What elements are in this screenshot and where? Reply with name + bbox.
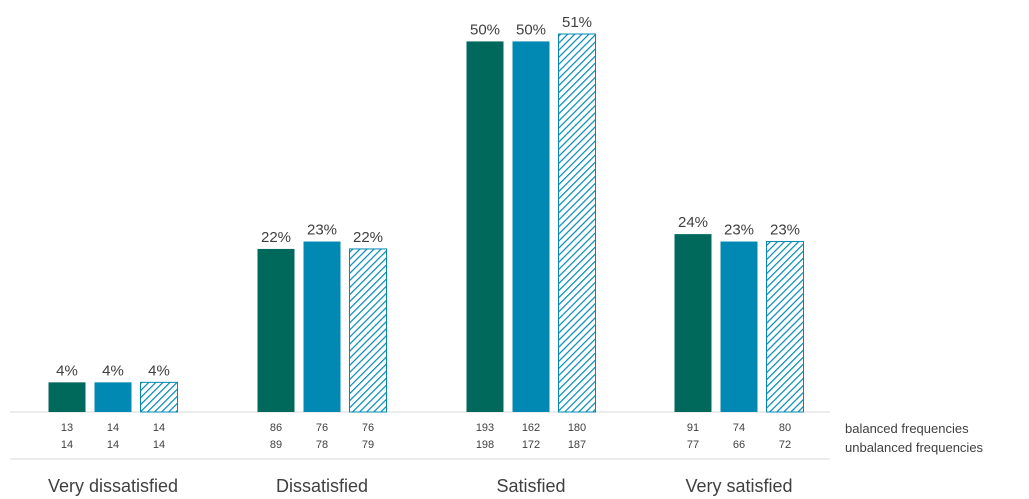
bar-dissatisfied-1: [257, 248, 295, 412]
unbalanced-frequency-value: 14: [153, 439, 165, 451]
data-label: 4%: [148, 362, 170, 379]
unbalanced-frequency-value: 78: [316, 439, 328, 451]
data-label: 4%: [102, 362, 124, 379]
balanced-frequency-value: 193: [476, 422, 494, 434]
unbalanced-frequency-value: 14: [61, 439, 73, 451]
data-label: 51%: [562, 14, 592, 31]
balanced-frequency-value: 80: [779, 422, 791, 434]
bar-satisfied-3: [558, 33, 596, 413]
unbalanced-frequency-value: 66: [733, 439, 745, 451]
balanced-frequency-value: 14: [107, 422, 119, 434]
unbalanced-frequency-value: 14: [107, 439, 119, 451]
data-label: 23%: [724, 222, 754, 239]
data-label: 23%: [307, 222, 337, 239]
unbalanced-frequency-value: 89: [270, 439, 282, 451]
balanced-frequency-value: 91: [687, 422, 699, 434]
balanced-frequency-value: 86: [270, 422, 282, 434]
bar-satisfied-2: [512, 41, 550, 412]
category-label: Very dissatisfied: [48, 476, 178, 496]
data-label: 22%: [353, 229, 383, 246]
bar-very-dissatisfied-1: [48, 382, 86, 412]
category-label: Very satisfied: [685, 476, 792, 496]
balanced-frequency-value: 74: [733, 422, 745, 434]
data-label: 22%: [261, 229, 291, 246]
balanced-frequency-value: 13: [61, 422, 73, 434]
data-label: 4%: [56, 362, 78, 379]
unbalanced-frequency-value: 72: [779, 439, 791, 451]
data-label: 50%: [516, 21, 546, 38]
bar-very-satisfied-2: [720, 241, 758, 412]
category-label: Satisfied: [496, 476, 565, 496]
balanced-frequency-value: 76: [362, 422, 374, 434]
balanced-frequencies-label: balanced frequencies: [845, 421, 969, 436]
bar-very-satisfied-1: [674, 234, 712, 412]
bar-very-dissatisfied-3: [140, 381, 178, 413]
balanced-frequency-value: 180: [568, 422, 586, 434]
unbalanced-frequency-value: 79: [362, 439, 374, 451]
bar-satisfied-1: [466, 41, 504, 412]
bar-very-dissatisfied-2: [94, 382, 132, 412]
bar-very-satisfied-3: [766, 241, 804, 413]
data-label: 24%: [678, 214, 708, 231]
balanced-frequency-value: 162: [522, 422, 540, 434]
unbalanced-frequency-value: 198: [476, 439, 494, 451]
data-label: 50%: [470, 21, 500, 38]
unbalanced-frequency-value: 77: [687, 439, 699, 451]
unbalanced-frequency-value: 172: [522, 439, 540, 451]
bar-dissatisfied-2: [303, 241, 341, 412]
balanced-frequency-value: 76: [316, 422, 328, 434]
category-label: Dissatisfied: [276, 476, 368, 496]
balanced-frequency-value: 14: [153, 422, 165, 434]
unbalanced-frequencies-label: unbalanced frequencies: [845, 440, 984, 455]
unbalanced-frequency-value: 187: [568, 439, 586, 451]
bar-dissatisfied-3: [349, 248, 387, 413]
data-label: 23%: [770, 222, 800, 239]
